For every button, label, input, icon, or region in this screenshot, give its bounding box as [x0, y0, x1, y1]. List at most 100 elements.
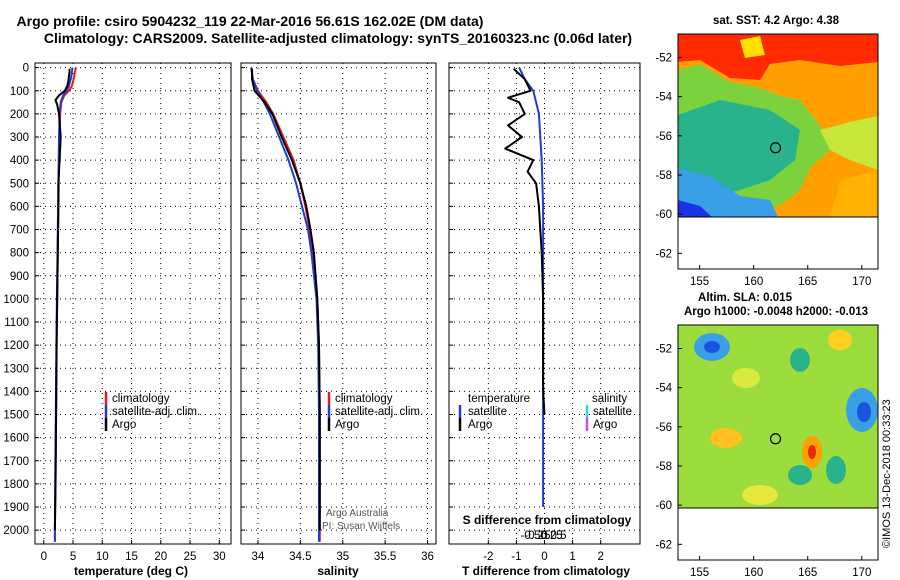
temperature-frame — [34, 62, 232, 545]
x-tick-label: 5 — [70, 551, 76, 563]
legend-temp-argo-label: Argo — [468, 419, 492, 431]
lat-tick-label: -62 — [655, 539, 672, 551]
temperature-legend: climatology satellite-adj. clim. Argo — [104, 392, 200, 431]
sst-float-marker — [769, 142, 782, 154]
lon-tick-label: 155 — [690, 276, 709, 288]
x-tick-label: 34.5 — [289, 551, 311, 563]
lat-tick-label: -62 — [655, 248, 672, 260]
lat-tick-label: -54 — [655, 383, 672, 395]
x-tick-label: 35 — [336, 551, 349, 563]
sst-dark-blue-patch — [678, 200, 712, 217]
x-tick-label: 0 — [541, 551, 547, 563]
depth-tick-label: 100 — [10, 86, 29, 98]
lat-tick-label: -60 — [655, 500, 672, 512]
lat-tick-label: -58 — [655, 170, 672, 182]
depth-tick-label: 1600 — [3, 433, 29, 445]
depth-tick-label: 1800 — [3, 479, 29, 491]
sla-map-title2: Argo h1000: -0.0048 h2000: -0.013 — [684, 306, 868, 318]
sst-yellow-patch — [740, 36, 765, 58]
difference-legend: temperature satellite Argo salinity sate… — [458, 393, 632, 431]
legend-argo-label: Argo — [335, 419, 359, 431]
sla-high-2 — [710, 428, 742, 448]
legend-sal-satellite-label: satellite — [593, 406, 632, 418]
legend-sal-argo-label: Argo — [593, 419, 617, 431]
sst-field — [678, 34, 878, 217]
depth-tick-label: 1200 — [3, 340, 29, 352]
x-tick-label: 1 — [569, 551, 575, 563]
legend-salinity-title: salinity — [592, 393, 627, 405]
lat-tick-label: -56 — [655, 422, 672, 434]
sla-low-2-core — [857, 402, 871, 422]
lon-tick-label: 160 — [744, 276, 763, 288]
sla-high-1 — [732, 368, 760, 388]
salinity-xlabel: salinity — [317, 564, 359, 578]
sst-orange-patch — [830, 170, 878, 217]
legend-climatology-label: climatology — [112, 393, 170, 405]
figure-title-line2: Climatology: CARS2009. Satellite-adjuste… — [44, 30, 632, 46]
sst-warm-region — [678, 34, 878, 80]
s-diff-tick-label: -0.25 — [524, 530, 550, 542]
lat-tick-label: -56 — [655, 131, 672, 143]
sla-float-marker — [769, 433, 782, 445]
credit-line1: Argo Australia — [326, 508, 389, 519]
x-tick-label: 36 — [421, 551, 434, 563]
sst-map: sat. SST: 4.2 Argo: 4.38 -52 -54 -56 -58 -60… — [655, 15, 879, 288]
difference-panel: -2 -1 0 1 2 T difference from climatology S … — [448, 62, 641, 578]
sla-map: Altim. SLA: 0.015 Argo h1000: -0.0048 h2… — [655, 292, 879, 579]
x-tick-label: -2 — [483, 551, 493, 563]
salinity-frame — [240, 62, 437, 545]
sla-low-1-core — [704, 341, 720, 353]
sst-map-land-mask — [677, 216, 879, 270]
lat-tick-label: -52 — [655, 53, 672, 65]
x-tick-label: -1 — [511, 551, 521, 563]
sla-high-5 — [742, 485, 778, 505]
legend-satellite-label: satellite-adj. clim. — [335, 406, 423, 418]
depth-tick-label: 1000 — [3, 294, 29, 306]
series-line-temperature-satellite — [518, 67, 545, 507]
s-difference-label: S difference from climatology — [463, 513, 632, 527]
sla-field — [694, 330, 878, 505]
figure-title-line1: Argo profile: csiro 5904232_119 22-Mar-2… — [17, 13, 484, 29]
lon-tick-label: 165 — [798, 567, 817, 579]
legend-argo-label: Argo — [112, 419, 136, 431]
depth-tick-label: 1900 — [3, 502, 29, 514]
depth-tick-label: 2000 — [3, 525, 29, 537]
x-tick-label: 34 — [252, 551, 265, 563]
lat-tick-label: -54 — [655, 92, 672, 104]
temperature-panel: 0 5 10 15 20 25 30 temperature (deg C) climato… — [34, 62, 232, 578]
x-tick-label: 25 — [184, 551, 197, 563]
imos-stamp: ©IMOS 13-Dec-2018 00:33:23 — [881, 399, 893, 548]
x-tick-label: 15 — [125, 551, 138, 563]
x-tick-label: 0 — [41, 551, 47, 563]
depth-tick-label: 300 — [10, 132, 29, 144]
depth-tick-label: 0 — [23, 63, 29, 75]
series-line-climatology — [250, 67, 321, 542]
sla-map-title1: Altim. SLA: 0.015 — [698, 292, 793, 304]
salinity-panel: 34 34.5 35 35.5 36 salinity climatology sate… — [240, 62, 437, 578]
lat-tick-label: -60 — [655, 209, 672, 221]
sst-map-title: sat. SST: 4.2 Argo: 4.38 — [713, 15, 840, 27]
depth-tick-label: 200 — [10, 109, 29, 121]
lat-tick-label: -58 — [655, 461, 672, 473]
depth-tick-label: 1300 — [3, 363, 29, 375]
sla-low-4 — [826, 456, 846, 484]
lat-tick-label: -52 — [655, 344, 672, 356]
sla-high-3-core — [808, 445, 816, 459]
series-line-argo — [53, 68, 71, 531]
depth-tick-label: 600 — [10, 201, 29, 213]
depth-tick-label: 1500 — [3, 410, 29, 422]
salinity-legend: climatology satellite-adj. clim. Argo — [327, 392, 423, 431]
series-line-argo — [251, 68, 321, 531]
difference-frame — [448, 62, 641, 545]
legend-temp-satellite-label: satellite — [468, 406, 507, 418]
x-tick-label: 2 — [597, 551, 603, 563]
depth-tick-label: 1700 — [3, 456, 29, 468]
lon-tick-label: 160 — [744, 567, 763, 579]
depth-tick-label: 700 — [10, 225, 29, 237]
depth-tick-label: 1100 — [4, 317, 29, 329]
credit-line2: PI: Susan Wijffels — [322, 521, 400, 532]
lon-tick-label: 170 — [852, 276, 871, 288]
sst-blue-region — [678, 168, 778, 217]
sla-low-5 — [790, 348, 810, 372]
series-line-temperature-argo — [504, 68, 546, 415]
